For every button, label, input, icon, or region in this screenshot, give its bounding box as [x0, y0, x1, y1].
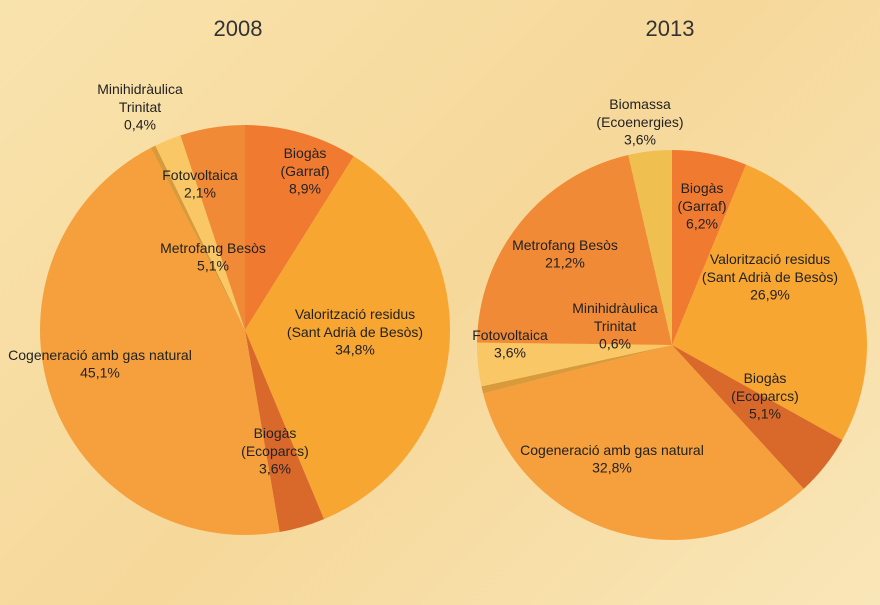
slice-value-label: 26,9% [750, 287, 790, 303]
slice-label: Minihidràulica Trinitat [97, 81, 183, 115]
pie-slice [477, 154, 672, 345]
slice-value-label: 0,4% [124, 117, 156, 133]
pie-slice [245, 330, 325, 533]
slice-value-label: 3,6% [259, 461, 291, 477]
pie-slice [245, 156, 450, 520]
pie-slice [477, 342, 672, 387]
chart-title: 2013 [646, 16, 695, 41]
pie-slice [483, 345, 804, 540]
pie-slice [245, 125, 354, 330]
slice-value-label: 34,8% [335, 342, 375, 358]
slice-value-label: 0,6% [599, 336, 631, 352]
pie-slice [481, 345, 672, 394]
slice-label: Biogàs (Ecoparcs) [241, 425, 309, 459]
slice-label: Valorització residus (Sant Adrià de Besòs… [702, 251, 838, 285]
slice-value-label: 5,1% [197, 258, 229, 274]
slice-value-label: 3,6% [624, 132, 656, 148]
pie-slice [672, 164, 867, 441]
slice-value-label: 45,1% [80, 365, 120, 381]
slice-label: Biogàs (Garraf) [678, 180, 727, 214]
pie-slice [155, 135, 245, 330]
slice-value-label: 5,1% [749, 406, 781, 422]
slice-label: Valorització residus (Sant Adrià de Besòs… [287, 306, 423, 340]
slice-label: Biomassa (Ecoenergies) [596, 96, 683, 130]
slice-label: Biogàs (Ecoparcs) [731, 370, 799, 404]
chart-title: 2008 [214, 16, 263, 41]
slice-value-label: 32,8% [592, 460, 632, 476]
slice-value-label: 8,9% [289, 181, 321, 197]
slice-label: Minihidràulica Trinitat [572, 300, 658, 334]
pie-slice [672, 345, 843, 489]
slice-label: Cogeneració amb gas natural [8, 347, 192, 363]
slice-value-label: 3,6% [494, 345, 526, 361]
slice-value-label: 21,2% [545, 255, 585, 271]
slice-label: Fotovoltaica [162, 167, 238, 183]
slice-label: Metrofang Besòs [160, 240, 266, 256]
slice-value-label: 6,2% [686, 216, 718, 232]
slice-label: Metrofang Besòs [512, 237, 618, 253]
pie-slice [40, 147, 280, 536]
slice-value-label: 2,1% [184, 185, 216, 201]
pie-slice [628, 150, 672, 345]
pie-slice [672, 150, 747, 345]
pie-slice [150, 145, 245, 330]
slice-label: Fotovoltaica [472, 327, 548, 343]
pie-slice [180, 125, 245, 330]
slice-label: Cogeneració amb gas natural [520, 442, 704, 458]
slice-label: Biogàs (Garraf) [281, 145, 330, 179]
